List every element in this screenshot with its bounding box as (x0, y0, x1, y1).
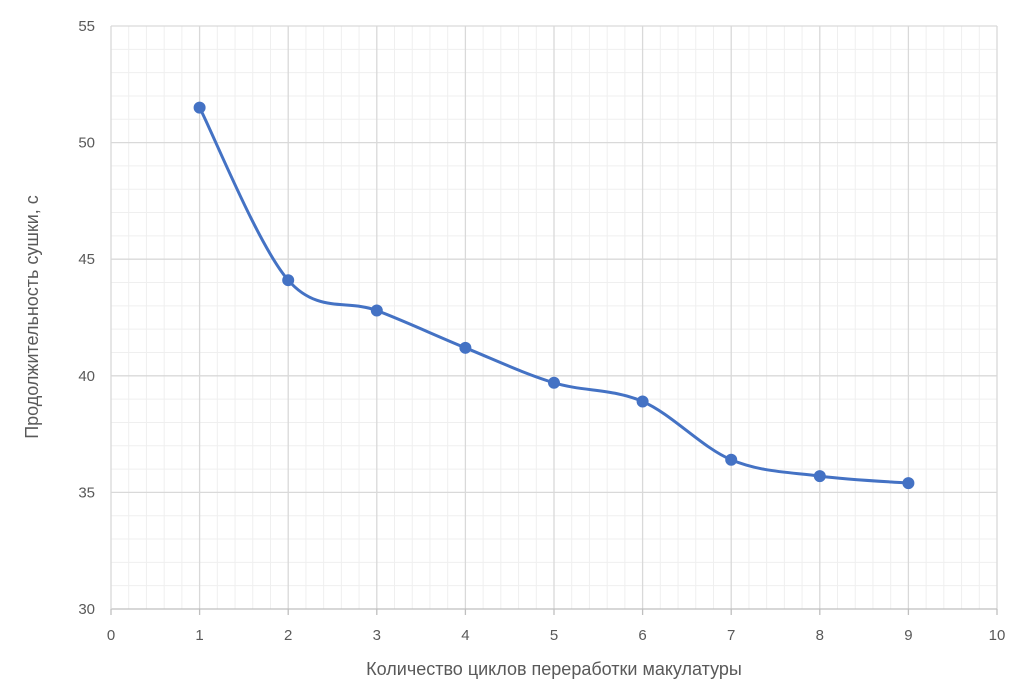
major-gridlines (111, 25, 998, 609)
y-tick-label: 35 (78, 484, 95, 501)
data-point (548, 376, 560, 389)
y-tick-label: 55 (78, 18, 95, 35)
data-point (282, 274, 295, 287)
y-tick-labels: 30 35 40 45 50 55 (78, 18, 95, 618)
x-tick-label: 4 (461, 627, 469, 644)
data-point (725, 453, 738, 466)
data-point (193, 101, 206, 114)
axes (110, 26, 998, 615)
x-tick-label: 0 (107, 627, 115, 644)
data-point (459, 341, 472, 354)
data-point (902, 477, 915, 490)
x-tick-label: 6 (638, 627, 646, 644)
x-tick-label: 8 (816, 627, 824, 644)
x-tick-label: 2 (284, 627, 292, 644)
data-point (636, 395, 649, 408)
series-points (193, 101, 915, 490)
x-tick-label: 10 (989, 627, 1006, 644)
y-axis-title: Продолжительность сушки, с (22, 195, 42, 439)
x-tick-label: 5 (550, 627, 558, 644)
y-tick-label: 45 (78, 251, 95, 268)
data-point (370, 304, 383, 317)
x-tick-label: 9 (904, 627, 912, 644)
x-axis-title: Количество циклов переработки макулатуры (366, 659, 742, 679)
x-tick-label: 7 (727, 627, 735, 644)
y-tick-label: 30 (78, 601, 95, 618)
x-tick-label: 1 (195, 627, 203, 644)
y-tick-label: 40 (78, 368, 95, 385)
x-tick-label: 3 (373, 627, 381, 644)
data-point (813, 470, 826, 483)
y-tick-label: 50 (78, 135, 95, 152)
x-tick-labels: 0 1 2 3 4 5 6 7 8 9 10 (107, 627, 1006, 644)
